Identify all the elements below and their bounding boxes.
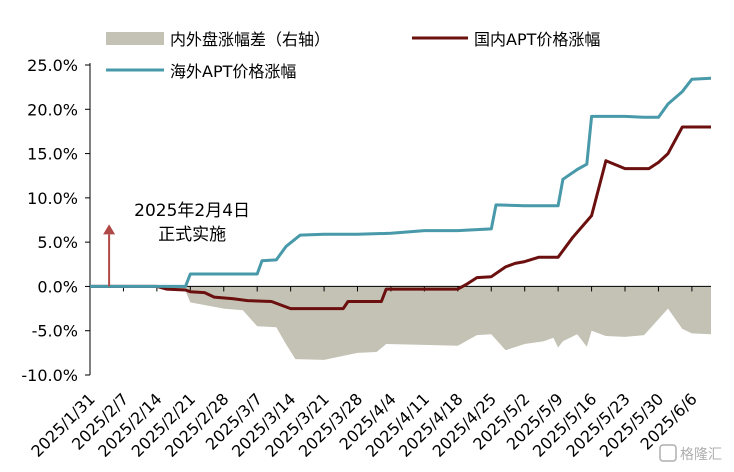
watermark: 格隆汇 — [659, 444, 722, 463]
series-area-diff — [90, 286, 711, 360]
y-tick-label: 5.0% — [37, 233, 78, 252]
series-line-domestic — [90, 125, 711, 311]
line-layer — [90, 76, 712, 311]
y-tick-label: 25.0% — [27, 56, 78, 75]
legend-swatch-diff — [106, 32, 164, 45]
y-tick-label: -10.0% — [21, 366, 78, 385]
y-tick-label: 0.0% — [37, 277, 78, 296]
watermark-logo-icon — [659, 444, 677, 462]
watermark-text: 格隆汇 — [680, 447, 722, 463]
y-tick-label: 10.0% — [27, 189, 78, 208]
legend-label-domestic: 国内APT价格涨幅 — [474, 30, 600, 49]
area-layer — [90, 286, 711, 360]
legend-label-diff: 内外盘涨幅差（右轴） — [170, 30, 330, 49]
legend-label-overseas: 海外APT价格涨幅 — [170, 62, 296, 81]
annotation-line-1: 2025年2月4日 — [134, 201, 250, 221]
y-tick-label: -5.0% — [32, 322, 78, 341]
series-line-overseas — [90, 76, 712, 288]
annotation-arrow-icon — [103, 224, 116, 235]
y-tick-label: 15.0% — [27, 145, 78, 164]
y-tick-label: 20.0% — [27, 100, 78, 119]
annotation-line-2: 正式实施 — [158, 225, 226, 245]
